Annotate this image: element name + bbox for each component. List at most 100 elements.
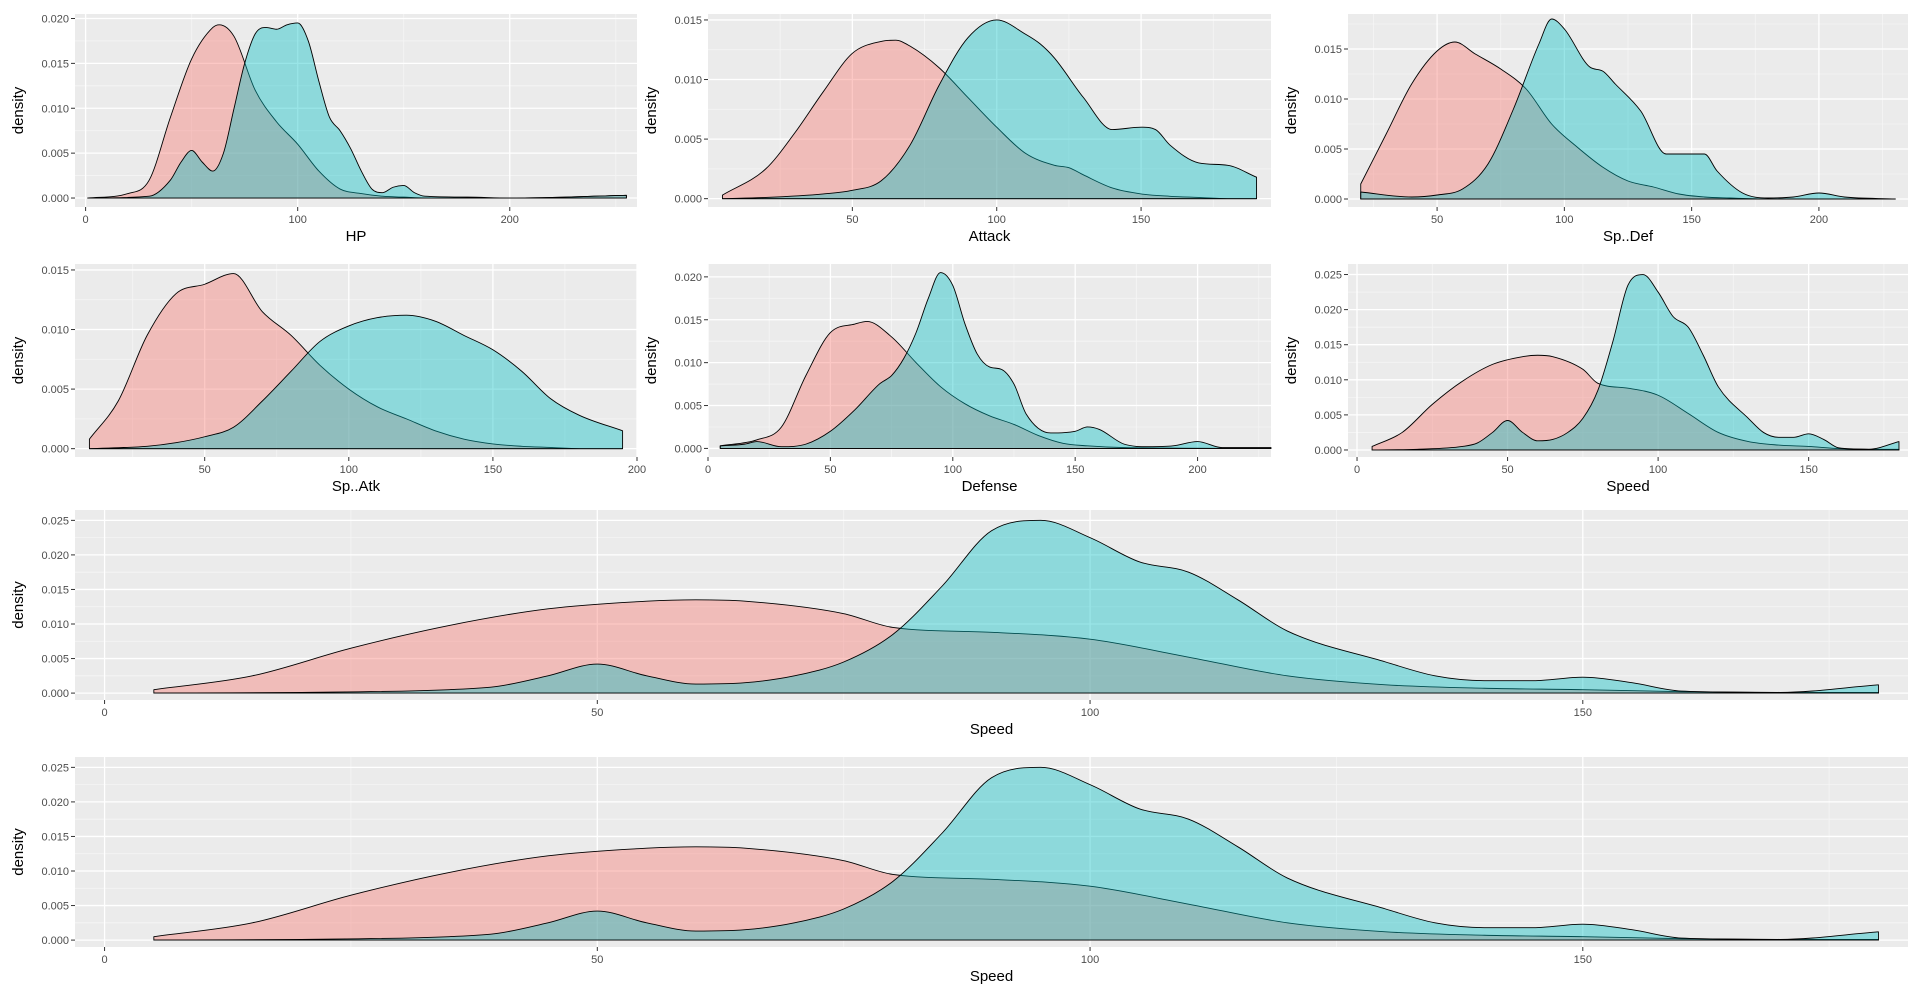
panel-background	[75, 14, 637, 207]
x-tick-label: 100	[288, 214, 306, 226]
y-tick-label: 0.005	[674, 401, 702, 413]
y-tick-label: 0.000	[41, 688, 69, 700]
y-axis-title: density	[643, 86, 660, 134]
x-tick-label: 100	[340, 464, 358, 476]
density-area-series-2	[153, 766, 1879, 941]
x-tick-label: 150	[1066, 464, 1084, 476]
y-tick-label: 0.015	[674, 315, 702, 327]
y-tick-label: 0.000	[674, 443, 702, 455]
y-tick-label: 0.010	[41, 866, 69, 878]
y-tick-label: 0.025	[41, 762, 69, 774]
density-area-series-2	[88, 314, 624, 450]
y-tick-label: 0.000	[41, 444, 69, 456]
density-area-series-1	[153, 846, 1879, 941]
x-tick-label: 150	[1132, 214, 1150, 226]
y-tick-label: 0.020	[674, 272, 702, 284]
y-tick-label: 0.015	[41, 58, 69, 70]
y-tick-label: 0.010	[674, 75, 702, 87]
density-area-series-1	[153, 599, 1879, 694]
y-axis-title: density	[10, 86, 27, 134]
x-axis-title: Speed	[970, 968, 1013, 985]
y-axis-title: density	[10, 828, 27, 876]
x-tick-label: 0	[102, 954, 108, 966]
y-tick-label: 0.000	[1314, 445, 1342, 457]
x-tick-label: 50	[591, 954, 603, 966]
x-axis-title: HP	[346, 228, 367, 245]
y-tick-label: 0.010	[41, 325, 69, 337]
y-tick-label: 0.005	[1314, 410, 1342, 422]
x-tick-label: 100	[1081, 707, 1099, 719]
x-tick-label: 0	[102, 707, 108, 719]
x-axis-title: Defense	[962, 478, 1018, 495]
density-area-series-1	[1360, 41, 1896, 200]
y-tick-label: 0.005	[674, 134, 702, 146]
x-tick-label: 150	[1574, 954, 1592, 966]
y-tick-label: 0.015	[1314, 44, 1342, 56]
y-tick-label: 0.020	[41, 797, 69, 809]
density-panel-4: 0.000 0.005 0.010 0.015 50 100 150 200 Sp..Atk de…	[10, 264, 646, 495]
y-tick-label: 0.020	[41, 13, 69, 25]
density-area-series-1	[719, 321, 1272, 449]
panel-background	[708, 14, 1271, 207]
x-tick-label: 50	[824, 464, 836, 476]
density-panel-8: 0.000 0.005 0.010 0.015 0.020 0.025 0 50 100 150 S…	[10, 757, 1908, 985]
x-tick-label: 50	[199, 464, 211, 476]
y-axis-title: density	[643, 336, 660, 384]
y-tick-label: 0.025	[1314, 270, 1342, 282]
x-tick-label: 100	[1081, 954, 1099, 966]
y-tick-label: 0.020	[41, 550, 69, 562]
density-panel-3: 0.000 0.005 0.010 0.015 50 100 150 200 Sp..Def de…	[1283, 14, 1908, 245]
y-tick-label: 0.015	[41, 831, 69, 843]
y-tick-label: 0.000	[674, 194, 702, 206]
y-tick-label: 0.025	[41, 515, 69, 527]
x-tick-label: 150	[1574, 707, 1592, 719]
density-area-series-1	[88, 273, 624, 450]
density-area-series-2	[719, 272, 1272, 449]
x-tick-label: 150	[1682, 214, 1700, 226]
y-tick-label: 0.000	[41, 193, 69, 205]
y-tick-label: 0.015	[41, 265, 69, 277]
y-axis-title: density	[1283, 86, 1300, 134]
x-tick-label: 50	[591, 707, 603, 719]
density-area-series-2	[153, 519, 1879, 694]
y-tick-label: 0.010	[1314, 375, 1342, 387]
y-axis-title: density	[10, 336, 27, 384]
x-axis-title: Sp..Def	[1603, 228, 1654, 245]
x-tick-label: 50	[1501, 464, 1513, 476]
density-panel-6: 0.000 0.005 0.010 0.015 0.020 0.025 0 50 100 150 S…	[1283, 264, 1908, 495]
x-axis-title: Sp..Atk	[332, 478, 381, 495]
density-area-series-2	[1371, 274, 1900, 451]
x-tick-label: 200	[1188, 464, 1206, 476]
x-tick-label: 0	[705, 464, 711, 476]
y-tick-label: 0.005	[41, 148, 69, 160]
density-area-series-2	[721, 19, 1258, 200]
y-tick-label: 0.005	[41, 901, 69, 913]
panel-background	[75, 510, 1908, 700]
x-tick-label: 100	[1649, 464, 1667, 476]
y-tick-label: 0.015	[1314, 340, 1342, 352]
density-area-series-1	[1371, 354, 1900, 451]
y-tick-label: 0.010	[41, 619, 69, 631]
x-tick-label: 150	[1799, 464, 1817, 476]
density-panel-7: 0.000 0.005 0.010 0.015 0.020 0.025 0 50 100 150 S…	[10, 510, 1908, 738]
y-tick-label: 0.015	[674, 15, 702, 27]
x-tick-label: 200	[1810, 214, 1828, 226]
panel-background	[708, 264, 1271, 457]
panel-background	[1348, 264, 1908, 457]
y-tick-label: 0.010	[674, 358, 702, 370]
y-tick-label: 0.000	[1314, 194, 1342, 206]
y-axis-title: density	[1283, 336, 1300, 384]
x-tick-label: 50	[846, 214, 858, 226]
x-tick-label: 150	[484, 464, 502, 476]
y-tick-label: 0.010	[41, 103, 69, 115]
y-tick-label: 0.020	[1314, 305, 1342, 317]
y-tick-label: 0.005	[41, 384, 69, 396]
x-tick-label: 50	[1431, 214, 1443, 226]
panel-background	[75, 264, 637, 457]
y-tick-label: 0.005	[1314, 144, 1342, 156]
density-panel-2: 0.000 0.005 0.010 0.015 50 100 150 Attack densit…	[643, 14, 1271, 245]
x-tick-label: 100	[988, 214, 1006, 226]
x-axis-title: Speed	[1606, 478, 1649, 495]
x-tick-label: 0	[1354, 464, 1360, 476]
